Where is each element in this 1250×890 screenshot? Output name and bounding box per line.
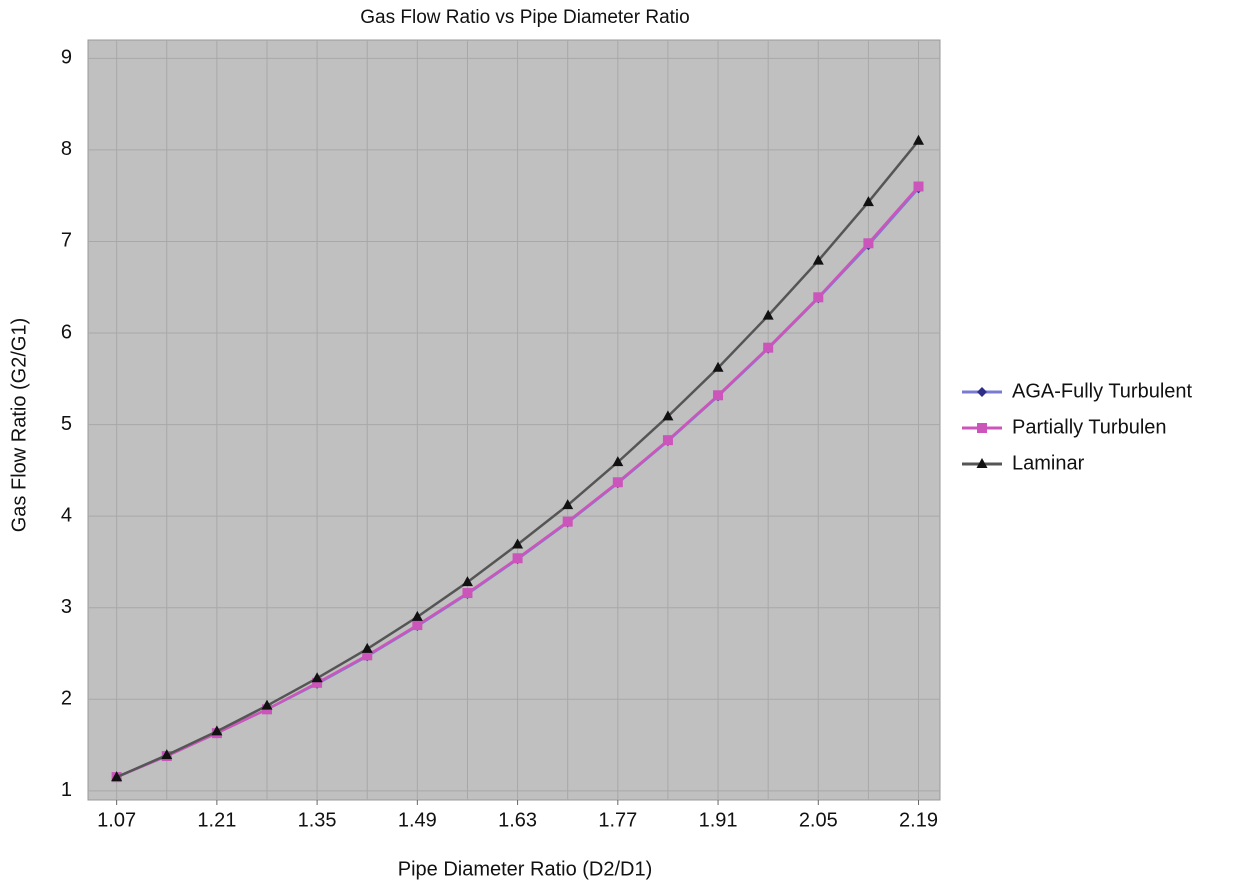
y-tick-label: 4 <box>61 504 72 526</box>
x-tick-label: 2.05 <box>799 809 838 831</box>
marker <box>261 699 273 710</box>
marker <box>211 725 223 736</box>
marker <box>762 309 774 320</box>
plot-area <box>87 39 941 801</box>
x-axis-label: Pipe Diameter Ratio (D2/D1) <box>398 858 653 880</box>
y-tick-label: 5 <box>61 413 72 435</box>
y-tick-label: 2 <box>61 688 72 710</box>
marker <box>562 516 573 527</box>
legend-label: Partially Turbulen <box>1012 416 1167 438</box>
marker <box>512 553 523 564</box>
marker <box>111 771 123 782</box>
marker <box>562 499 574 510</box>
y-tick-label: 3 <box>61 596 72 618</box>
marker <box>612 477 623 488</box>
x-tick-label: 1.07 <box>97 809 136 831</box>
marker <box>863 238 874 249</box>
y-tick-label: 9 <box>61 47 72 69</box>
marker <box>976 458 988 468</box>
marker <box>862 196 874 207</box>
marker <box>461 576 473 587</box>
marker <box>712 361 724 372</box>
marker <box>311 672 323 683</box>
marker <box>411 610 423 621</box>
y-tick-label: 6 <box>61 321 72 343</box>
marker <box>813 292 824 303</box>
marker <box>913 181 924 192</box>
x-tick-label: 1.49 <box>398 809 437 831</box>
y-tick-label: 7 <box>61 230 72 252</box>
marker <box>512 538 524 549</box>
marker <box>662 410 674 421</box>
marker <box>763 342 774 353</box>
y-axis-label: Gas Flow Ratio (G2/G1) <box>8 318 30 533</box>
marker <box>312 677 323 688</box>
x-tick-label: 1.77 <box>598 809 637 831</box>
x-tick-label: 1.63 <box>498 809 537 831</box>
x-tick-label: 2.19 <box>899 809 938 831</box>
marker <box>362 650 373 661</box>
marker <box>412 620 423 631</box>
marker <box>713 390 724 401</box>
y-tick-label: 1 <box>61 779 72 801</box>
y-tick-label: 8 <box>61 138 72 160</box>
marker <box>977 423 987 433</box>
legend-label: Laminar <box>1012 452 1085 474</box>
legend-label: AGA-Fully Turbulent <box>1012 380 1193 402</box>
chart-title: Gas Flow Ratio vs Pipe Diameter Ratio <box>360 7 689 28</box>
marker <box>361 642 373 653</box>
x-tick-label: 1.91 <box>699 809 738 831</box>
marker <box>161 749 173 760</box>
marker <box>913 134 925 145</box>
marker <box>612 456 624 467</box>
marker <box>977 387 987 397</box>
marker <box>662 435 673 446</box>
marker <box>812 254 824 265</box>
marker <box>462 588 473 599</box>
x-tick-label: 1.35 <box>298 809 337 831</box>
x-tick-label: 1.21 <box>197 809 236 831</box>
